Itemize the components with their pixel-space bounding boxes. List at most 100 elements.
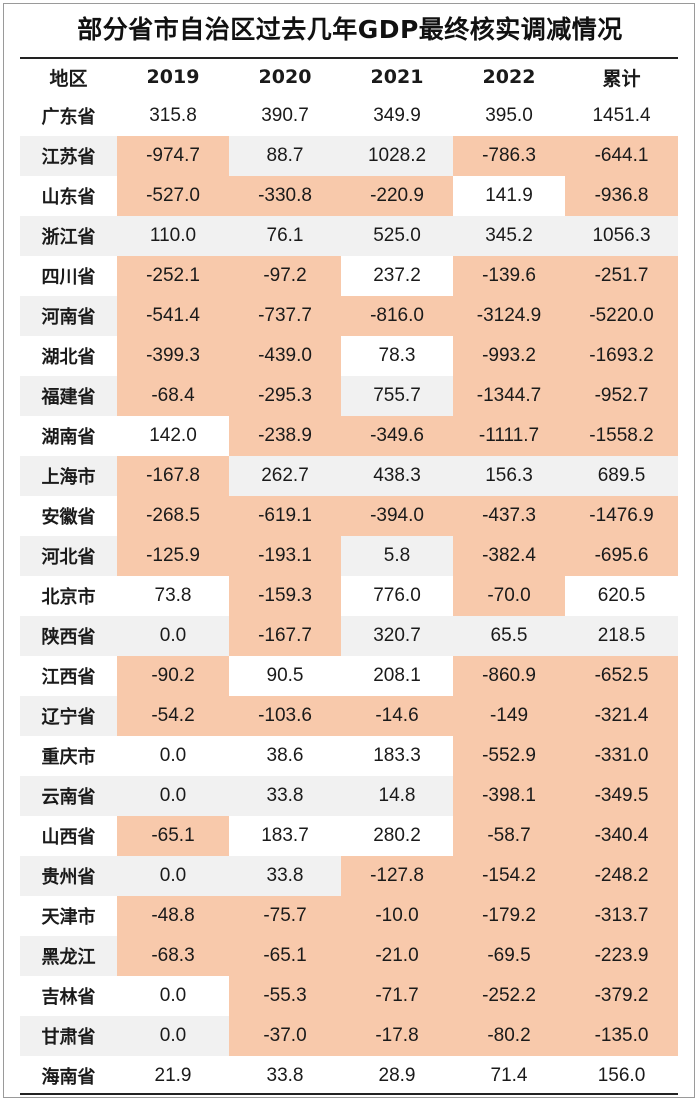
header-2021: 2021 xyxy=(370,66,424,88)
value-cell: 525.0 xyxy=(341,216,453,256)
value-cell: 755.7 xyxy=(341,376,453,416)
value-cell: -816.0 xyxy=(341,296,453,336)
value-cell: -786.3 xyxy=(453,136,565,176)
region-cell: 湖南省 xyxy=(41,427,96,448)
value-cell: -159.3 xyxy=(229,576,341,616)
value-cell: -349.6 xyxy=(341,416,453,456)
value-cell: -349.5 xyxy=(565,776,678,816)
header-2020: 2020 xyxy=(258,66,312,88)
value-cell: -68.4 xyxy=(117,376,229,416)
header-2022: 2022 xyxy=(482,66,536,88)
value-cell: -382.4 xyxy=(453,536,565,576)
region-cell: 河北省 xyxy=(20,536,117,576)
value-cell: 1451.4 xyxy=(592,105,651,126)
region-cell: 甘肃省 xyxy=(20,1016,117,1056)
value-cell: -1558.2 xyxy=(565,416,678,456)
region-cell: 北京市 xyxy=(41,587,96,608)
region-cell: 贵州省 xyxy=(20,856,117,896)
value-cell: 315.8 xyxy=(149,105,197,126)
region-cell: 四川省 xyxy=(41,267,96,288)
value-cell: -14.6 xyxy=(341,696,453,736)
value-cell: 33.8 xyxy=(229,776,341,816)
value-cell: -65.1 xyxy=(229,936,341,976)
table-row: 辽宁省 -54.2 -103.6 -14.6 -149 -321.4 xyxy=(20,696,678,736)
value-cell: -48.8 xyxy=(117,896,229,936)
value-cell: -330.8 xyxy=(229,176,341,216)
value-cell: 237.2 xyxy=(373,265,421,286)
table-row: 河北省 -125.9 -193.1 5.8 -382.4 -695.6 xyxy=(20,536,678,576)
value-cell: -1344.7 xyxy=(453,376,565,416)
table-row: 江西省 -90.2 90.5 208.1 -860.9 -652.5 xyxy=(20,656,678,696)
value-cell: -252.1 xyxy=(117,256,229,296)
value-cell: 395.0 xyxy=(485,105,533,126)
value-cell: -644.1 xyxy=(565,136,678,176)
table-row: 黑龙江 -68.3 -65.1 -21.0 -69.5 -223.9 xyxy=(20,936,678,976)
value-cell: 33.8 xyxy=(229,856,341,896)
region-cell: 福建省 xyxy=(20,376,117,416)
value-cell: 5.8 xyxy=(341,536,453,576)
value-cell: -439.0 xyxy=(229,336,341,376)
region-cell: 江苏省 xyxy=(20,136,117,176)
table-row: 江苏省 -974.7 88.7 1028.2 -786.3 -644.1 xyxy=(20,136,678,176)
table-row: 山东省 -527.0 -330.8 -220.9 141.9 -936.8 xyxy=(20,176,678,216)
value-cell: -21.0 xyxy=(341,936,453,976)
value-cell: -340.4 xyxy=(565,816,678,856)
value-cell: -695.6 xyxy=(565,536,678,576)
value-cell: 14.8 xyxy=(341,776,453,816)
value-cell: 33.8 xyxy=(266,1065,304,1086)
value-cell: 218.5 xyxy=(565,616,678,656)
value-cell: -154.2 xyxy=(453,856,565,896)
value-cell: -398.1 xyxy=(453,776,565,816)
value-cell: -974.7 xyxy=(117,136,229,176)
table-row: 北京市 73.8 -159.3 776.0 -70.0 620.5 xyxy=(20,576,678,616)
value-cell: -68.3 xyxy=(117,936,229,976)
value-cell: 390.7 xyxy=(261,105,309,126)
value-cell: -179.2 xyxy=(453,896,565,936)
value-cell: 1028.2 xyxy=(341,136,453,176)
value-cell: -399.3 xyxy=(117,336,229,376)
value-cell: -135.0 xyxy=(565,1016,678,1056)
value-cell: -193.1 xyxy=(229,536,341,576)
value-cell: -103.6 xyxy=(229,696,341,736)
value-cell: -10.0 xyxy=(341,896,453,936)
region-cell: 云南省 xyxy=(20,776,117,816)
value-cell: -737.7 xyxy=(229,296,341,336)
table-row: 浙江省 110.0 76.1 525.0 345.2 1056.3 xyxy=(20,216,678,256)
value-cell: -295.3 xyxy=(229,376,341,416)
header-2019: 2019 xyxy=(146,66,200,88)
value-cell: -75.7 xyxy=(229,896,341,936)
region-cell: 浙江省 xyxy=(20,216,117,256)
value-cell: 73.8 xyxy=(154,585,192,606)
value-cell: -139.6 xyxy=(453,256,565,296)
region-cell: 天津市 xyxy=(41,907,96,928)
value-cell: 438.3 xyxy=(341,456,453,496)
table-row: 四川省 -252.1 -97.2 237.2 -139.6 -251.7 xyxy=(20,256,678,296)
value-cell: -220.9 xyxy=(341,176,453,216)
table-row: 海南省 21.9 33.8 28.9 71.4 156.0 xyxy=(20,1056,678,1096)
value-cell: 90.5 xyxy=(266,665,304,686)
value-cell: -80.2 xyxy=(453,1016,565,1056)
value-cell: -127.8 xyxy=(341,856,453,896)
header-row: 地区 2019 2020 2021 2022 累计 xyxy=(20,58,678,96)
value-cell: 156.0 xyxy=(597,1065,646,1086)
value-cell: 110.0 xyxy=(117,216,229,256)
table-bottom-rule xyxy=(20,1093,678,1095)
value-cell: -54.2 xyxy=(117,696,229,736)
table-row: 安徽省 -268.5 -619.1 -394.0 -437.3 -1476.9 xyxy=(20,496,678,536)
value-cell: -167.7 xyxy=(229,616,341,656)
value-cell: 183.7 xyxy=(261,825,309,846)
region-cell: 山东省 xyxy=(41,187,96,208)
table-row: 天津市 -48.8 -75.7 -10.0 -179.2 -313.7 xyxy=(20,896,678,936)
value-cell: -541.4 xyxy=(117,296,229,336)
value-cell: -167.8 xyxy=(117,456,229,496)
table-row: 河南省 -541.4 -737.7 -816.0 -3124.9 -5220.0 xyxy=(20,296,678,336)
value-cell: 38.6 xyxy=(266,745,304,766)
value-cell: 345.2 xyxy=(453,216,565,256)
value-cell: -860.9 xyxy=(453,656,565,696)
table-row: 吉林省 0.0 -55.3 -71.7 -252.2 -379.2 xyxy=(20,976,678,1016)
table-row: 湖南省 142.0 -238.9 -349.6 -1111.7 -1558.2 xyxy=(20,416,678,456)
value-cell: 0.0 xyxy=(117,1016,229,1056)
value-cell: -321.4 xyxy=(565,696,678,736)
value-cell: -331.0 xyxy=(565,736,678,776)
value-cell: 1056.3 xyxy=(565,216,678,256)
